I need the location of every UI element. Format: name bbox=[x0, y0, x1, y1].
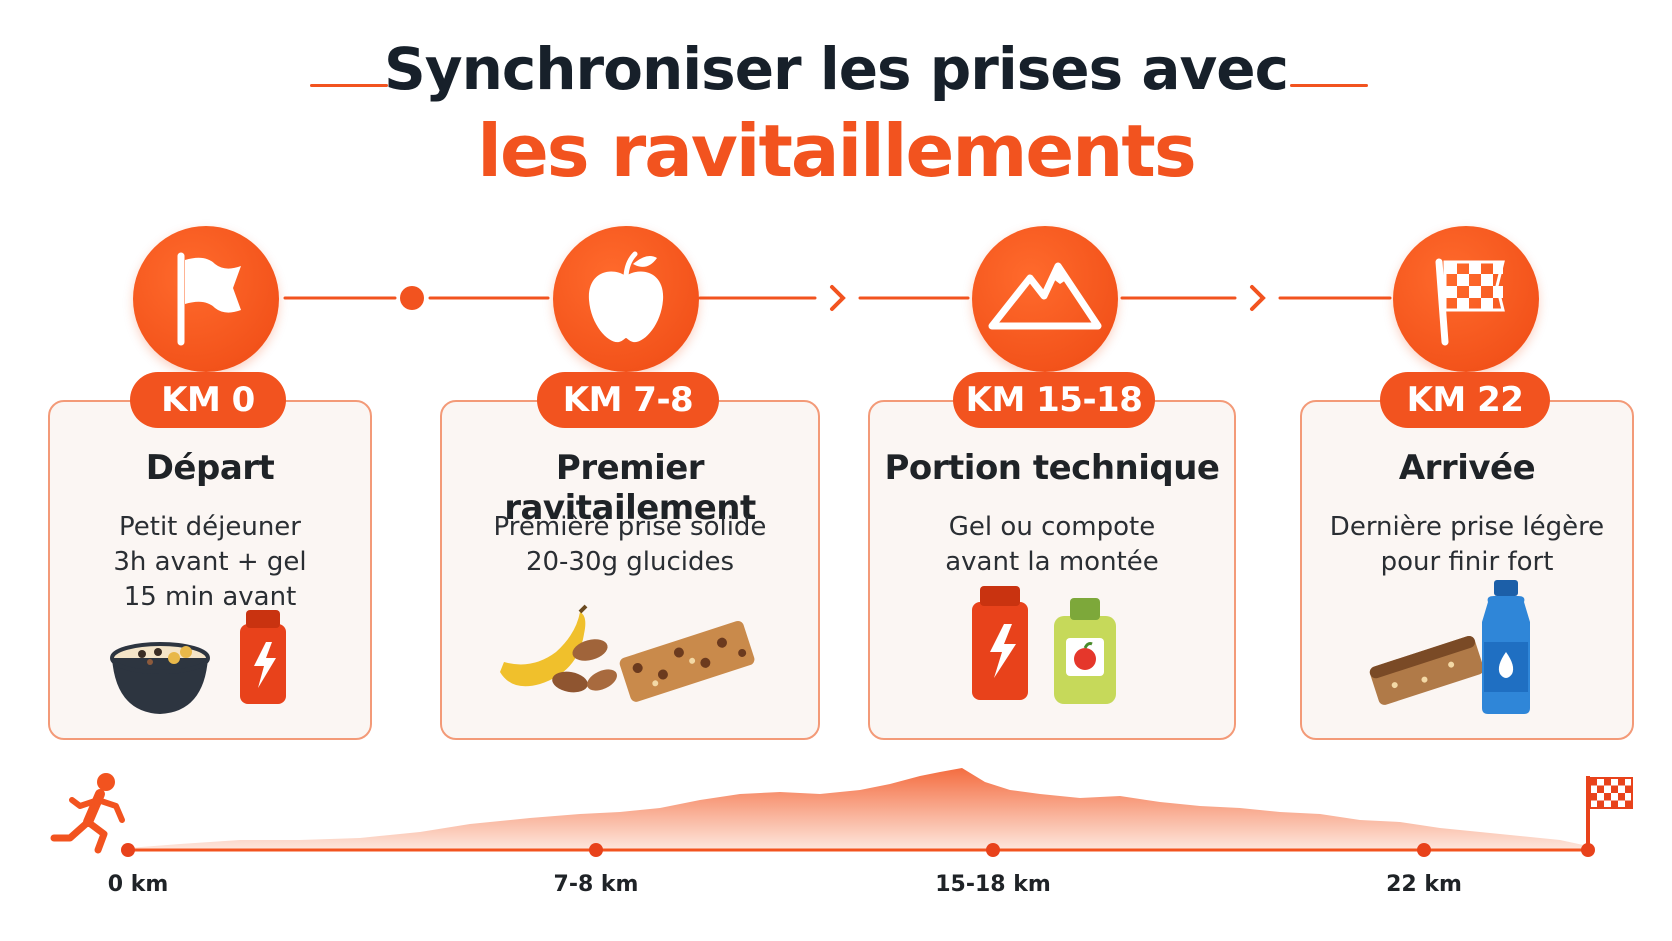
km-axis-label-7-8: 7-8 km bbox=[553, 872, 639, 897]
title-right-dash bbox=[1290, 84, 1368, 87]
page-title-highlight: les ravitaillements bbox=[477, 109, 1196, 193]
stage-description: Gel ou compote avant la montée bbox=[945, 512, 1159, 577]
stage-card-portion-technique: Portion technique Gel ou compote avant l… bbox=[868, 400, 1236, 740]
km-axis-label-22: 22 km bbox=[1386, 872, 1462, 897]
km-badge: KM 7-8 bbox=[537, 372, 719, 428]
marker-km22 bbox=[1417, 843, 1431, 857]
connector-dot bbox=[400, 286, 424, 310]
stage-title: Portion technique bbox=[884, 448, 1221, 488]
stage-description: Dernière prise légère pour finir fort bbox=[1329, 512, 1605, 577]
gel-and-compote-icon bbox=[972, 586, 1116, 704]
stage-1-flag-icon bbox=[133, 226, 279, 372]
km-badge: KM 0 bbox=[130, 372, 286, 428]
marker-km7-8 bbox=[589, 843, 603, 857]
km-axis-label-15-18: 15-18 km bbox=[935, 872, 1051, 897]
stage-title: Arrivée bbox=[1398, 448, 1536, 488]
km-badge: KM 22 bbox=[1380, 372, 1550, 428]
marker-km15-18 bbox=[986, 843, 1000, 857]
stage-3-mountain-icon bbox=[972, 226, 1118, 372]
marker-km0 bbox=[121, 843, 135, 857]
stage-title: Premier ravitailement bbox=[504, 448, 756, 528]
stage-4-checkered-flag-icon bbox=[1393, 226, 1539, 372]
title-left-dash bbox=[310, 84, 388, 87]
stage-title: Départ bbox=[145, 448, 275, 488]
banana-nuts-bar-icon bbox=[500, 604, 755, 702]
stage-card-depart: Départ Petit déjeuner 3h avant + gel 15 … bbox=[48, 400, 372, 740]
km-axis-label-0: 0 km bbox=[107, 872, 169, 897]
stage-card-premier-ravitaillement: Premier ravitailement Première prise sol… bbox=[440, 400, 820, 740]
oatmeal-bowl-and-gel-icon bbox=[110, 610, 286, 714]
stage-description: Première prise solide 20-30g glucides bbox=[493, 512, 767, 577]
stage-card-arrivee: Arrivée Dernière prise légère pour finir… bbox=[1300, 400, 1634, 740]
page-title: Synchroniser les prises avec bbox=[384, 35, 1289, 103]
runner-icon bbox=[50, 773, 125, 854]
finish-flag-icon bbox=[1586, 776, 1633, 850]
stage-description: Petit déjeuner 3h avant + gel 15 min ava… bbox=[113, 512, 307, 612]
km-badge: KM 15-18 bbox=[953, 372, 1155, 428]
bar-and-water-bottle-icon bbox=[1369, 580, 1530, 714]
stage-2-apple-icon bbox=[553, 226, 699, 372]
